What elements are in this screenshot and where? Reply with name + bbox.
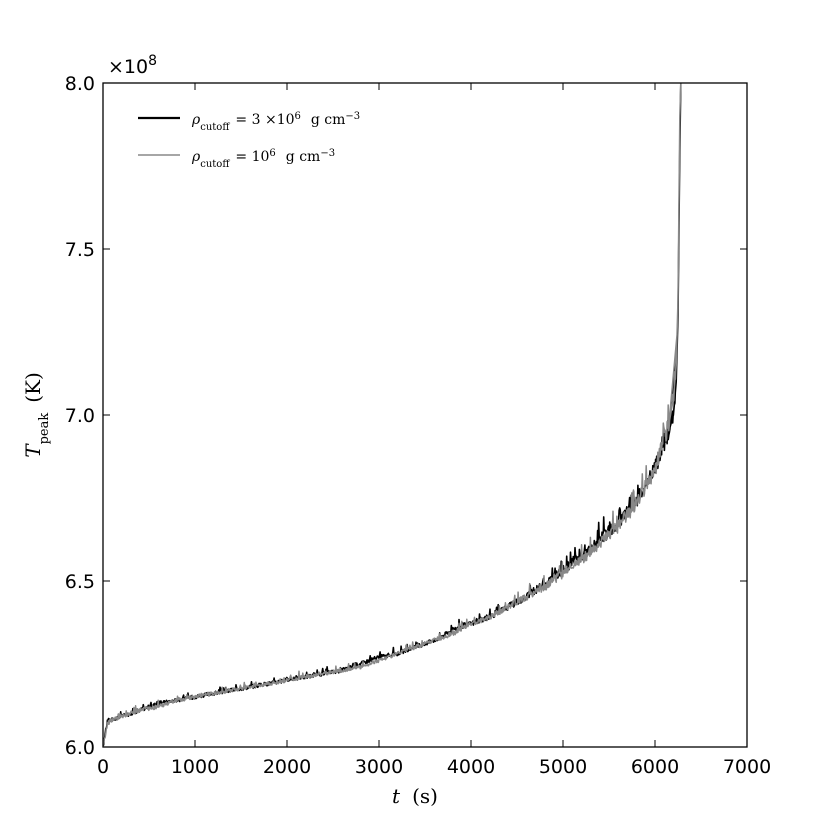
y-tick-label: 6.0 [65,737,95,759]
x-tick-label: 3000 [355,756,403,778]
legend-label-series-2: ρcutoff = 106 g cm−3 [191,148,335,170]
x-tick-label: 1000 [171,756,219,778]
x-tick-label: 5000 [539,756,587,778]
y-tick-label: 8.0 [65,73,95,95]
y-tick-label: 7.0 [65,405,95,427]
x-tick-label: 0 [97,756,109,778]
y-offset-label: ×108 [108,53,157,78]
y-tick-label: 6.5 [65,571,95,593]
x-axis-ticks: 0 1000 2000 3000 4000 5000 6000 7000 [97,83,771,778]
y-axis-ticks: 6.0 6.5 7.0 7.5 8.0 [65,73,747,759]
x-axis-label: t (s) [392,784,438,808]
x-tick-label: 2000 [263,756,311,778]
legend: ρcutoff = 3 ×106 g cm−3 ρcutoff = 106 g cm−3 [138,111,360,170]
x-tick-label: 6000 [631,756,679,778]
plot-frame [102,82,748,748]
series-lines [103,83,682,746]
y-tick-label: 7.5 [65,239,95,261]
x-tick-label: 4000 [447,756,495,778]
legend-label-series-1: ρcutoff = 3 ×106 g cm−3 [191,111,360,133]
series-line-1 [103,83,682,746]
y-axis-label: Tpeak(K) [21,372,52,458]
series-line-2 [103,83,682,746]
x-tick-label: 7000 [723,756,771,778]
